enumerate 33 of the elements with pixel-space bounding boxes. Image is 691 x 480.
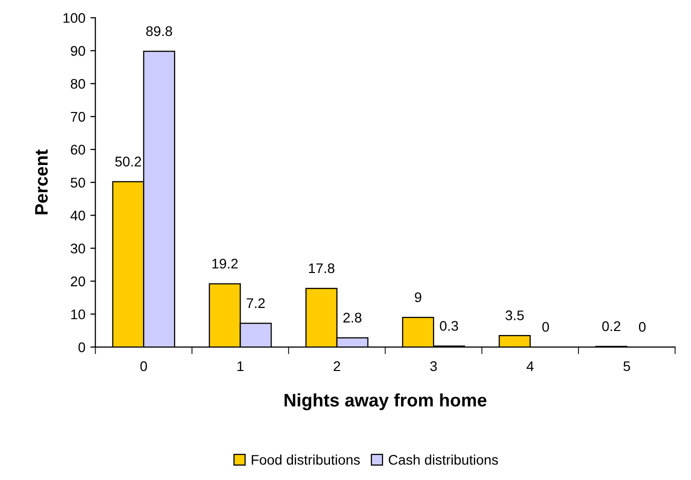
y-tick-label: 50 xyxy=(70,178,86,188)
data-label: 9 xyxy=(414,292,422,302)
x-tick-label: 4 xyxy=(526,361,534,371)
y-axis-title: Percent xyxy=(35,150,48,214)
data-label: 2.8 xyxy=(343,312,362,323)
y-tick-label: 0 xyxy=(78,342,86,352)
y-tick-label: 20 xyxy=(70,276,86,286)
x-axis-title: Nights away from home xyxy=(284,393,486,410)
x-tick-label: 1 xyxy=(237,361,244,371)
data-label: 50.2 xyxy=(115,156,142,166)
y-tick-label: 70 xyxy=(70,112,86,122)
data-label: 0 xyxy=(542,322,549,332)
data-label: 19.2 xyxy=(212,258,238,269)
legend-label: Cash distributions xyxy=(388,454,498,465)
data-label: 0.2 xyxy=(602,321,620,332)
x-tick-label: 0 xyxy=(140,361,147,372)
data-label: 3.5 xyxy=(506,310,524,320)
legend-label: Food distributions xyxy=(252,454,360,465)
data-label: 89.8 xyxy=(146,26,172,36)
data-label: 7.2 xyxy=(246,298,265,308)
y-tick-label: 60 xyxy=(70,144,86,155)
y-tick-label: 30 xyxy=(70,244,86,254)
y-tick-label: 100 xyxy=(64,13,86,23)
y-tick-label: 10 xyxy=(71,309,86,320)
x-tick-label: 3 xyxy=(430,361,437,372)
data-label: 0 xyxy=(638,322,646,332)
y-tick-label: 90 xyxy=(70,46,86,56)
y-tick-label: 80 xyxy=(70,78,86,89)
x-tick-label: 2 xyxy=(334,361,340,371)
y-tick-label: 40 xyxy=(70,210,86,220)
data-label: 17.8 xyxy=(309,263,334,274)
x-tick-label: 5 xyxy=(623,361,630,372)
data-label: 0.3 xyxy=(440,320,458,331)
